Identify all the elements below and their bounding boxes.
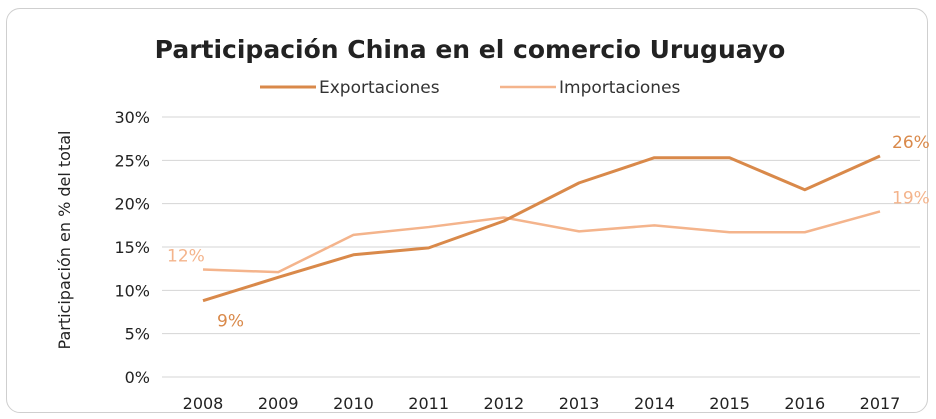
x-tick-label-2017: 2017 <box>860 394 901 413</box>
data-label-importaciones-2017: 19% <box>892 188 930 208</box>
legend: Exportaciones Importaciones <box>260 78 681 98</box>
data-label-exportaciones-2008: 9% <box>217 312 244 332</box>
x-axis-ticks: 2008 2009 2010 2011 2012 2013 2014 2015 2016 2017 <box>183 394 901 413</box>
x-tick-label-2009: 2009 <box>258 394 299 413</box>
data-label-exportaciones-2017: 26% <box>892 133 930 153</box>
y-tick-label: 0% <box>125 368 150 387</box>
series-line-exportaciones <box>202 154 881 303</box>
x-tick-label-2012: 2012 <box>484 394 525 413</box>
x-tick-label-2016: 2016 <box>784 394 825 413</box>
y-axis-ticks: 0% 5% 10% 15% 20% 25% 30% <box>114 108 150 387</box>
x-tick-label-2014: 2014 <box>634 394 675 413</box>
y-tick-label: 10% <box>114 281 150 300</box>
series-lines <box>202 154 881 303</box>
x-tick-label-2010: 2010 <box>333 394 374 413</box>
y-tick-label: 20% <box>114 195 150 214</box>
legend-label-exportaciones: Exportaciones <box>319 78 440 98</box>
legend-label-importaciones: Importaciones <box>559 78 681 98</box>
x-tick-label-2011: 2011 <box>408 394 449 413</box>
x-tick-label-2008: 2008 <box>183 394 224 413</box>
chart-frame <box>6 8 928 413</box>
y-tick-label: 30% <box>114 108 150 127</box>
x-tick-label-2013: 2013 <box>559 394 600 413</box>
data-labels: 9% 26% 12% 19% <box>167 133 930 332</box>
chart-title: Participación China en el comercio Urugu… <box>155 35 786 64</box>
y-tick-label: 25% <box>114 151 150 170</box>
gridlines <box>162 116 920 378</box>
series-line-importaciones <box>202 210 881 274</box>
x-tick-label-2015: 2015 <box>709 394 750 413</box>
y-tick-label: 5% <box>125 325 150 344</box>
y-axis-label: Participación en % del total <box>55 131 74 350</box>
y-tick-label: 15% <box>114 238 150 257</box>
data-label-importaciones-2008: 12% <box>167 247 205 267</box>
